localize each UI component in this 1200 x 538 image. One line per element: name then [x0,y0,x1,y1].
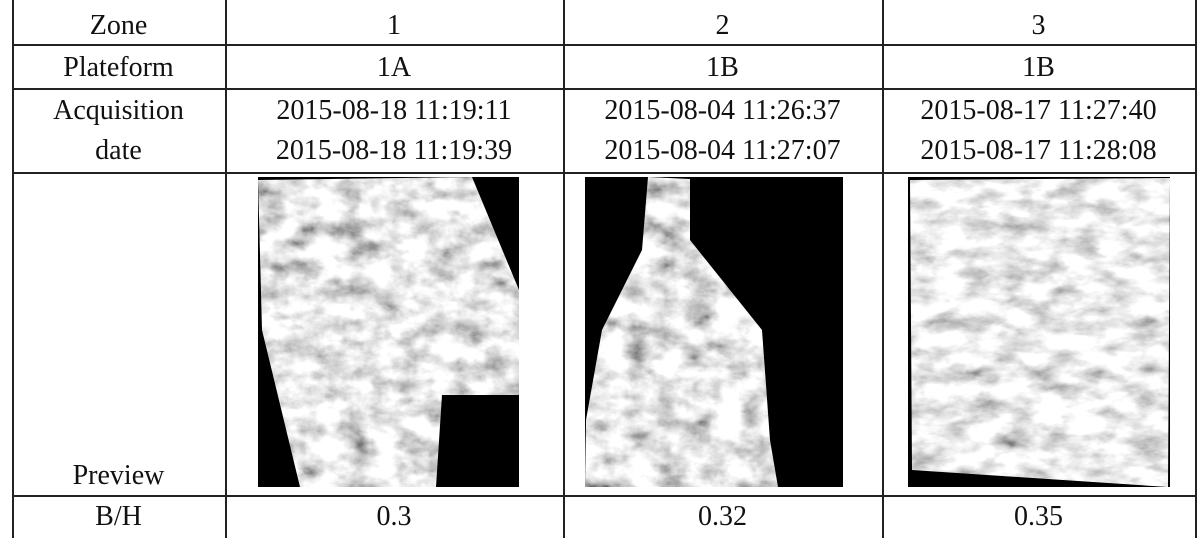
header-cell: Zone [89,10,148,41]
col-line [12,0,14,538]
cell: 2015-08-18 11:19:11 [276,95,512,126]
cell: 1B [706,52,739,83]
col-line [563,0,565,538]
cell: 0.35 [1014,501,1063,532]
row-line [12,44,1196,46]
row-label: Acquisition [53,95,184,126]
row-line [12,88,1196,90]
cell: 1B [1022,52,1055,83]
header-cell: 2 [715,10,730,41]
row-label: Plateform [63,52,174,83]
cell: 0.3 [376,501,412,532]
cell: 1A [376,52,412,83]
header-cell: 3 [1031,10,1046,41]
cell: 2015-08-17 11:27:40 [920,95,1157,126]
row-label: Preview [72,460,165,491]
col-line [1195,0,1197,538]
row-label: date [95,135,142,166]
cell: 2015-08-18 11:19:39 [275,135,513,166]
cell: 0.32 [698,501,747,532]
header-cell: 1 [387,10,401,41]
cell: 2015-08-04 11:26:37 [604,95,841,126]
col-line [882,0,884,538]
cell: 2015-08-17 11:28:08 [920,135,1157,166]
row-line [12,495,1196,497]
col-line [225,0,227,538]
row-line [12,172,1196,174]
cell: 2015-08-04 11:27:07 [604,135,841,166]
preview-image [910,178,1170,487]
row-label: B/H [95,501,142,532]
